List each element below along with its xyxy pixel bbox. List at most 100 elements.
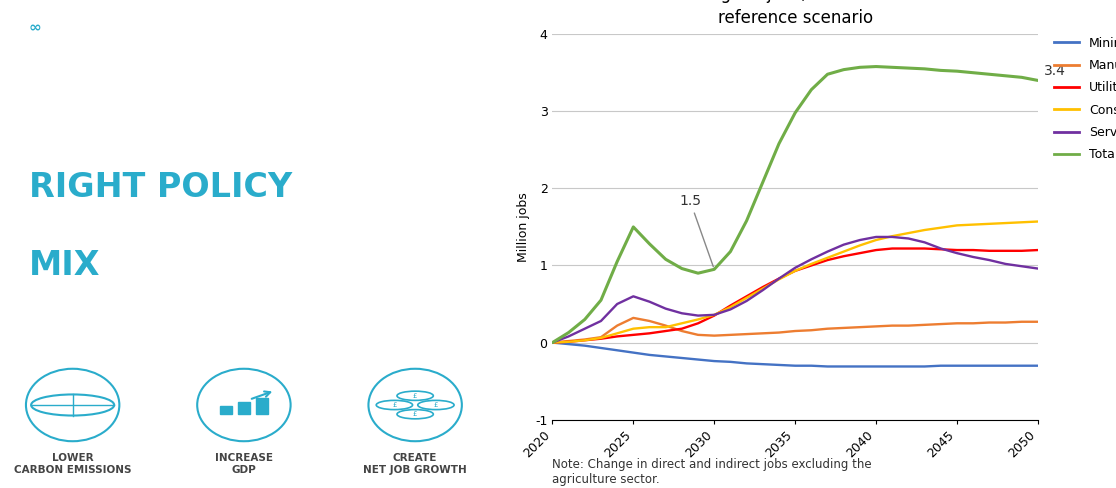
Total [692, 270, 705, 276]
Services [757, 287, 770, 293]
Total [660, 256, 673, 262]
Text: £: £ [434, 402, 439, 408]
Services [1031, 265, 1045, 271]
Utilities [966, 247, 980, 253]
Total [902, 65, 915, 71]
Services [562, 333, 576, 339]
Utilities [610, 333, 624, 339]
Services [805, 256, 818, 262]
Construction [595, 335, 608, 341]
Services [789, 265, 802, 271]
Construction [837, 249, 850, 255]
Utilities [902, 245, 915, 251]
Manufacturing [1016, 319, 1029, 325]
Mining [854, 364, 867, 369]
Manufacturing [934, 321, 947, 327]
Text: MIX: MIX [29, 249, 100, 283]
Mining [886, 364, 899, 369]
Total [854, 64, 867, 70]
Utilities [983, 248, 997, 254]
Services [772, 276, 786, 282]
Mining [917, 364, 931, 369]
Manufacturing [660, 323, 673, 328]
Construction [708, 312, 721, 318]
Mining [562, 341, 576, 347]
Line: Manufacturing: Manufacturing [552, 318, 1038, 343]
Mining [934, 363, 947, 368]
Manufacturing [643, 318, 656, 324]
Manufacturing [854, 324, 867, 330]
Construction [740, 295, 753, 301]
Text: Note: Change in direct and indirect jobs excluding the
agriculture sector.: Note: Change in direct and indirect jobs… [552, 458, 872, 486]
Total [643, 241, 656, 247]
Construction [854, 243, 867, 248]
Total [869, 63, 883, 69]
Line: Construction: Construction [552, 222, 1038, 343]
Manufacturing [1031, 319, 1045, 325]
Services [951, 250, 964, 256]
Manufacturing [757, 330, 770, 336]
Construction [1016, 220, 1029, 225]
Services [999, 261, 1012, 267]
Mining [902, 364, 915, 369]
Utilities [917, 245, 931, 251]
Mining [546, 340, 559, 346]
Manufacturing [546, 340, 559, 346]
Construction [546, 340, 559, 346]
Total [837, 67, 850, 73]
Utilities [724, 303, 738, 308]
Total [610, 259, 624, 264]
Construction [821, 255, 835, 261]
Text: RIGHT POLICY: RIGHT POLICY [29, 171, 291, 204]
Services [917, 240, 931, 245]
Mining [675, 355, 689, 361]
Utilities [886, 245, 899, 251]
Mining [595, 345, 608, 351]
Services [546, 340, 559, 346]
Services [966, 254, 980, 260]
Manufacturing [966, 320, 980, 326]
Utilities [595, 336, 608, 342]
Total [789, 110, 802, 116]
Construction [643, 324, 656, 330]
Construction [869, 237, 883, 243]
Manufacturing [983, 320, 997, 325]
Services [1016, 264, 1029, 269]
Mining [610, 347, 624, 353]
Utilities [740, 293, 753, 299]
Construction [999, 220, 1012, 226]
Manufacturing [917, 322, 931, 328]
Services [708, 312, 721, 318]
Services [854, 237, 867, 243]
Services [692, 313, 705, 319]
Services [983, 257, 997, 263]
Services [934, 245, 947, 251]
Manufacturing [902, 323, 915, 328]
Utilities [643, 330, 656, 336]
Construction [983, 221, 997, 227]
Utilities [854, 250, 867, 256]
Legend: Mining, Manufacturing, Utilities, Construction, Services, Total: Mining, Manufacturing, Utilities, Constr… [1054, 37, 1116, 162]
Services [595, 318, 608, 324]
Construction [886, 233, 899, 239]
Mining [821, 364, 835, 369]
Total [886, 64, 899, 70]
Manufacturing [951, 320, 964, 326]
Total [805, 87, 818, 93]
Total [740, 218, 753, 224]
Mining [757, 361, 770, 367]
Construction [805, 261, 818, 267]
Total [1016, 74, 1029, 80]
Mining [837, 364, 850, 369]
Utilities [789, 268, 802, 274]
Y-axis label: Million jobs: Million jobs [517, 192, 530, 262]
Utilities [772, 276, 786, 282]
Mining [724, 359, 738, 365]
Manufacturing [805, 327, 818, 333]
Text: INDIA CAN:: INDIA CAN: [137, 249, 348, 283]
Manufacturing [578, 337, 591, 343]
Manufacturing [692, 332, 705, 338]
Utilities [578, 337, 591, 343]
Total [708, 266, 721, 272]
Utilities [546, 340, 559, 346]
